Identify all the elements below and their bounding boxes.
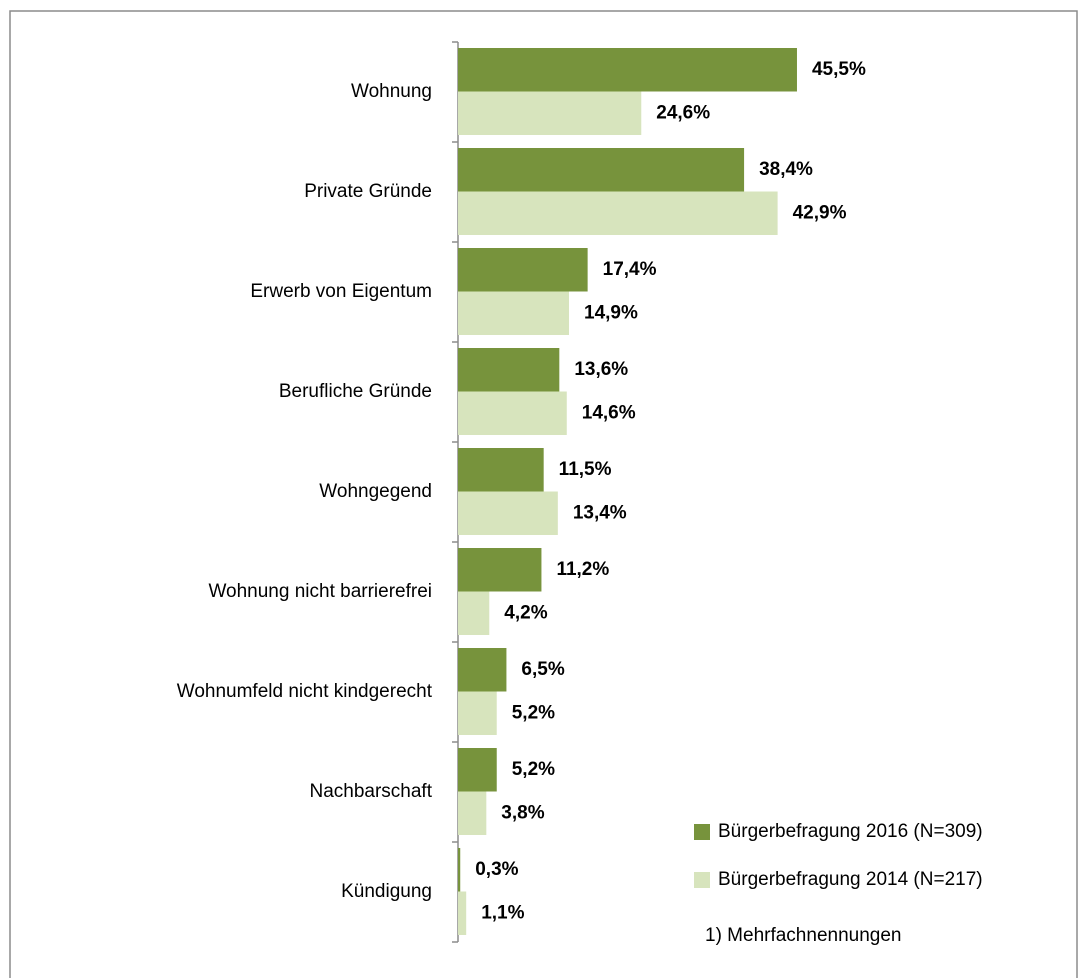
value-label: 13,6% [574, 359, 628, 380]
category-label: Berufliche Gründe [279, 381, 432, 402]
bar [458, 748, 497, 792]
value-label: 3,8% [501, 802, 544, 823]
legend-swatch [694, 824, 710, 840]
category-label: Erwerb von Eigentum [250, 281, 432, 302]
bar [458, 591, 490, 635]
value-label: 6,5% [521, 659, 564, 680]
value-label: 0,3% [475, 859, 518, 880]
bar [458, 448, 544, 492]
bar [458, 791, 487, 835]
value-label: 45,5% [812, 59, 866, 80]
value-label: 4,2% [504, 602, 547, 623]
legend-swatch [694, 872, 710, 888]
bar [458, 348, 560, 392]
value-label: 24,6% [656, 102, 710, 123]
category-label: Wohngegend [319, 481, 432, 502]
value-label: 17,4% [603, 259, 657, 280]
value-label: 38,4% [759, 159, 813, 180]
bar [458, 691, 497, 735]
category-label: Private Gründe [304, 181, 432, 202]
bar [458, 548, 542, 592]
bar [458, 291, 570, 335]
bar [458, 191, 778, 235]
category-label: Kündigung [341, 881, 432, 902]
value-label: 1,1% [481, 902, 524, 923]
bar [458, 391, 567, 435]
bar [458, 891, 467, 935]
value-label: 5,2% [512, 759, 555, 780]
category-label: Wohnung nicht barrierefrei [208, 581, 432, 602]
legend-label: Bürgerbefragung 2016 (N=309) [718, 821, 983, 842]
value-label: 11,5% [559, 459, 612, 480]
value-label: 13,4% [573, 502, 627, 523]
category-label: Wohnumfeld nicht kindgerecht [177, 681, 433, 702]
category-label: Nachbarschaft [309, 781, 432, 802]
bar [458, 91, 642, 135]
value-label: 14,9% [584, 302, 638, 323]
value-label: 42,9% [793, 202, 847, 223]
category-label: Wohnung [351, 81, 432, 102]
value-label: 14,6% [582, 402, 636, 423]
legend-label: Bürgerbefragung 2014 (N=217) [718, 869, 983, 890]
value-label: 5,2% [512, 702, 555, 723]
bar [458, 491, 558, 535]
bar [458, 148, 745, 192]
bar [458, 648, 507, 692]
bar [458, 848, 461, 892]
bar [458, 48, 797, 92]
value-label: 11,2% [556, 559, 609, 580]
footnote: 1) Mehrfachnennungen [705, 925, 901, 946]
bar [458, 248, 588, 292]
